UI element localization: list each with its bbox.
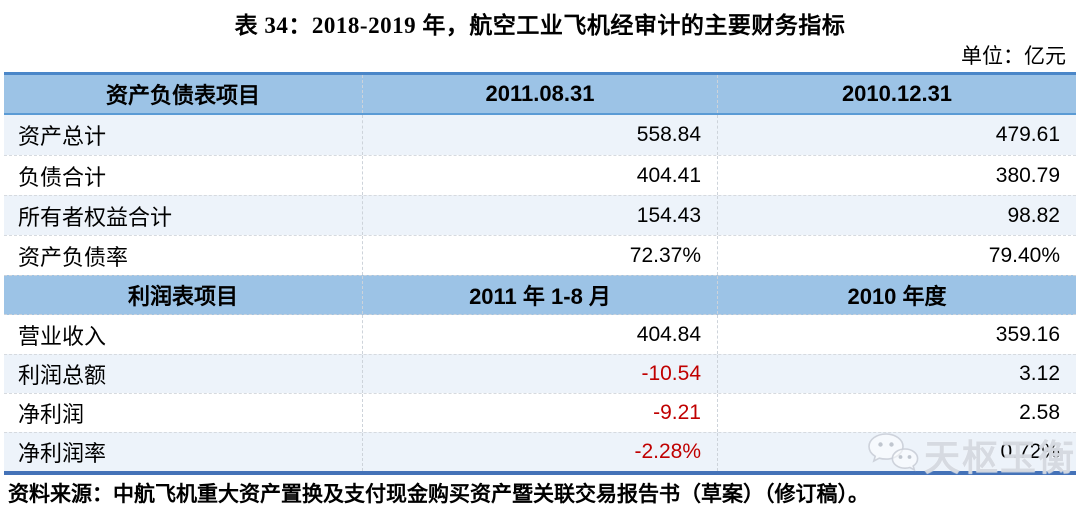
table-row: 资产负债率 72.37% 79.40%	[4, 235, 1076, 275]
header-cell-date-2: 2010.12.31	[717, 75, 1076, 113]
header-cell-item: 资产负债表项目	[105, 83, 260, 108]
row-value-1-negative: -9.21	[362, 394, 717, 432]
row-label: 营业收入	[18, 323, 107, 349]
row-value-1: 558.84	[362, 115, 717, 155]
header-cell-item: 利润表项目	[127, 284, 238, 309]
source-note: 资料来源：中航飞机重大资产置换及支付现金购买资产暨关联交易报告书（草案）（修订稿…	[8, 482, 869, 506]
row-value-1: 404.41	[362, 156, 717, 195]
income-statement-header-row: 利润表项目 2011 年 1-8 月 2010 年度	[4, 275, 1076, 315]
financial-table: 资产负债表项目 2011.08.31 2010.12.31 资产总计 558.8…	[4, 72, 1076, 475]
row-value-2: 0.72%	[717, 433, 1076, 471]
row-value-1-negative: -10.54	[362, 355, 717, 393]
row-value-2: 3.12	[717, 355, 1076, 393]
table-row: 资产总计 558.84 479.61	[4, 115, 1076, 155]
page-title: 表 34：2018-2019 年，航空工业飞机经审计的主要财务指标	[234, 13, 846, 38]
row-value-2: 79.40%	[717, 236, 1076, 275]
row-label: 所有者权益合计	[18, 204, 173, 230]
row-label: 净利润	[18, 402, 85, 427]
balance-sheet-header-row: 资产负债表项目 2011.08.31 2010.12.31	[4, 75, 1076, 115]
table-row: 所有者权益合计 154.43 98.82	[4, 195, 1076, 235]
table-row: 营业收入 404.84 359.16	[4, 315, 1076, 354]
header-cell-period-1: 2011 年 1-8 月	[362, 276, 717, 314]
row-value-2: 380.79	[717, 156, 1076, 195]
table-row: 净利润 -9.21 2.58	[4, 393, 1076, 432]
row-value-1-negative: -2.28%	[362, 433, 717, 471]
row-label: 资产负债率	[18, 244, 129, 270]
row-value-1: 72.37%	[362, 236, 717, 275]
table-row: 利润总额 -10.54 3.12	[4, 354, 1076, 393]
row-value-2: 479.61	[717, 115, 1076, 155]
table-row: 净利润率 -2.28% 0.72%	[4, 432, 1076, 471]
row-label: 资产总计	[18, 124, 107, 149]
row-value-2: 98.82	[717, 196, 1076, 235]
header-cell-period-2: 2010 年度	[717, 276, 1076, 314]
row-value-2: 2.58	[717, 394, 1076, 432]
header-cell-date-1: 2011.08.31	[362, 75, 717, 113]
row-value-1: 404.84	[362, 315, 717, 354]
unit-label: 单位：亿元	[961, 44, 1066, 68]
row-label: 负债合计	[18, 164, 107, 190]
table-row: 负债合计 404.41 380.79	[4, 155, 1076, 195]
row-value-2: 359.16	[717, 315, 1076, 354]
row-value-1: 154.43	[362, 196, 717, 235]
row-label: 利润总额	[18, 363, 107, 388]
row-label: 净利润率	[18, 441, 107, 466]
